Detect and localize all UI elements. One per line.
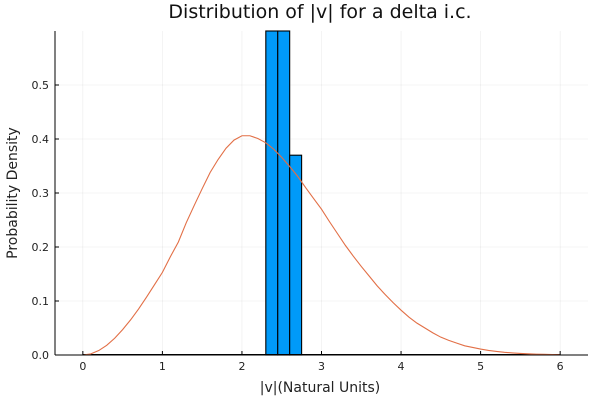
chart-title: Distribution of |v| for a delta i.c. — [168, 1, 471, 23]
x-tick-label: 1 — [159, 360, 166, 373]
x-tick-label: 6 — [557, 360, 564, 373]
x-tick-label: 5 — [477, 360, 484, 373]
x-tick-label: 0 — [79, 360, 86, 373]
y-tick-label: 0.4 — [32, 133, 50, 146]
histogram-bar — [277, 30, 291, 356]
x-ticks: 0 1 2 3 4 5 6 — [79, 351, 564, 373]
x-axis-label: |v|(Natural Units) — [260, 380, 381, 396]
y-tick-label: 0.3 — [32, 187, 50, 200]
y-tick-label: 0.1 — [32, 295, 50, 308]
density-curve-group — [82, 135, 561, 356]
y-tick-label: 0.2 — [32, 241, 50, 254]
x-tick-label: 2 — [238, 360, 245, 373]
grid — [55, 31, 588, 356]
y-tick-label: 0.0 — [32, 349, 50, 362]
histogram-bar — [289, 154, 303, 356]
x-tick-label: 4 — [398, 360, 405, 373]
y-ticks: 0.0 0.1 0.2 0.3 0.4 0.5 — [32, 79, 59, 362]
density-curve — [82, 135, 561, 356]
x-tick-label: 3 — [318, 360, 325, 373]
y-tick-label: 0.5 — [32, 79, 50, 92]
histogram-bar — [265, 30, 279, 356]
y-axis-label: Probability Density — [5, 127, 21, 259]
